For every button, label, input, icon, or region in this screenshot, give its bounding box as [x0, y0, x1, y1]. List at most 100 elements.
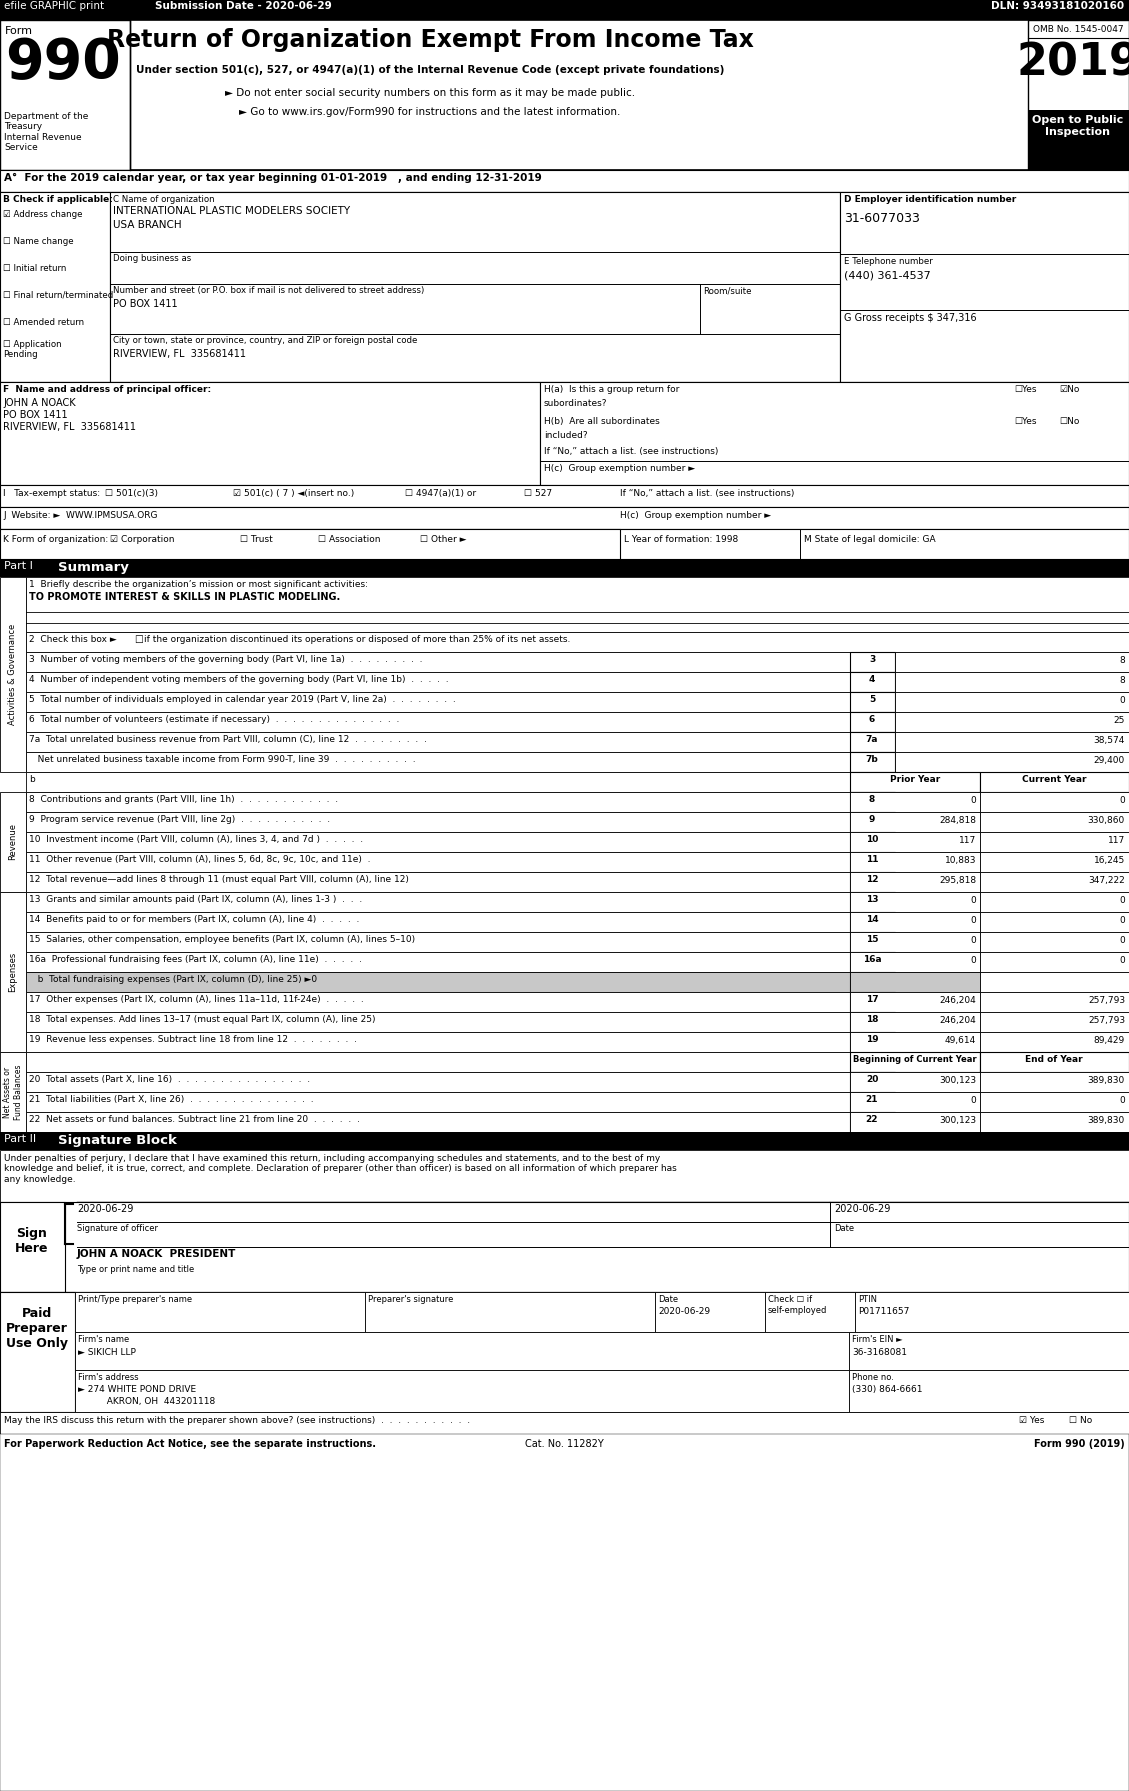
Bar [850, 872, 980, 892]
Text: L Year of formation: 1998: L Year of formation: 1998 [624, 536, 738, 544]
Bar [850, 752, 895, 772]
Text: 7b: 7b [866, 756, 878, 765]
Bar [850, 892, 980, 912]
Bar [0, 1202, 1129, 1291]
Text: 36-3168081: 36-3168081 [852, 1349, 907, 1358]
Bar [850, 733, 895, 752]
Text: 4: 4 [869, 675, 875, 684]
Text: ☑ Yes: ☑ Yes [1019, 1417, 1044, 1426]
Bar [850, 1112, 980, 1132]
Bar [0, 559, 1129, 577]
Text: Activities & Governance: Activities & Governance [9, 623, 18, 725]
Text: 0: 0 [970, 937, 975, 946]
Text: Prior Year: Prior Year [890, 776, 940, 784]
Bar [110, 192, 840, 381]
Text: G Gross receipts $ 347,316: G Gross receipts $ 347,316 [844, 313, 977, 322]
Bar [850, 1032, 895, 1051]
Text: 9  Program service revenue (Part VIII, line 2g)  .  .  .  .  .  .  .  .  .  .  .: 9 Program service revenue (Part VIII, li… [29, 815, 330, 824]
Text: ☐Yes: ☐Yes [1014, 417, 1036, 426]
Bar [855, 1291, 1129, 1333]
Text: Room/suite: Room/suite [703, 287, 752, 296]
Text: Signature Block: Signature Block [58, 1134, 177, 1146]
Bar [850, 811, 895, 833]
Bar [26, 912, 850, 931]
Text: 0: 0 [1119, 697, 1124, 706]
Text: PO BOX 1411: PO BOX 1411 [3, 410, 68, 421]
Text: 21: 21 [866, 1094, 878, 1103]
Text: ☐ 527: ☐ 527 [524, 489, 552, 498]
Bar [26, 953, 850, 973]
Bar [980, 1093, 1129, 1112]
Bar [980, 872, 1129, 892]
Bar [26, 752, 850, 772]
Bar [765, 1291, 855, 1333]
Text: Form 990 (2019): Form 990 (2019) [1034, 1438, 1124, 1449]
Text: 0: 0 [1119, 896, 1124, 904]
Text: 10: 10 [866, 835, 878, 844]
Bar [850, 853, 895, 872]
Text: DLN: 93493181020160: DLN: 93493181020160 [991, 2, 1124, 11]
Text: ☐ Initial return: ☐ Initial return [3, 263, 67, 272]
Text: TO PROMOTE INTEREST & SKILLS IN PLASTIC MODELING.: TO PROMOTE INTEREST & SKILLS IN PLASTIC … [29, 593, 340, 602]
Bar [895, 672, 1129, 691]
Bar [980, 1073, 1129, 1093]
Text: For Paperwork Reduction Act Notice, see the separate instructions.: For Paperwork Reduction Act Notice, see … [5, 1438, 376, 1449]
Bar [26, 892, 850, 912]
Bar [0, 1435, 1129, 1791]
Text: Current Year: Current Year [1022, 776, 1086, 784]
Text: 12  Total revenue—add lines 8 through 11 (must equal Part VIII, column (A), line: 12 Total revenue—add lines 8 through 11 … [29, 876, 409, 885]
Text: 10  Investment income (Part VIII, column (A), lines 3, 4, and 7d )  .  .  .  .  : 10 Investment income (Part VIII, column … [29, 835, 364, 844]
Bar [980, 892, 1129, 912]
Text: If “No,” attach a list. (see instructions): If “No,” attach a list. (see instruction… [544, 448, 718, 457]
Bar [26, 853, 850, 872]
Text: 6  Total number of volunteers (estimate if necessary)  .  .  .  .  .  .  .  .  .: 6 Total number of volunteers (estimate i… [29, 715, 400, 724]
Text: Form: Form [5, 27, 33, 36]
Bar [0, 0, 1129, 20]
Bar [850, 931, 895, 953]
Text: 31-6077033: 31-6077033 [844, 211, 920, 226]
Text: ☐: ☐ [134, 636, 142, 645]
Text: Print/Type preparer's name: Print/Type preparer's name [78, 1295, 192, 1304]
Text: 8: 8 [869, 795, 875, 804]
Text: 4  Number of independent voting members of the governing body (Part VI, line 1b): 4 Number of independent voting members o… [29, 675, 448, 684]
Bar [850, 853, 980, 872]
Bar [850, 652, 895, 672]
Text: Submission Date - 2020-06-29: Submission Date - 2020-06-29 [155, 2, 332, 11]
Text: 19: 19 [866, 1035, 878, 1044]
Bar [980, 931, 1129, 953]
Bar [850, 973, 980, 992]
Text: 25: 25 [1113, 716, 1124, 725]
Text: If “No,” attach a list. (see instructions): If “No,” attach a list. (see instruction… [620, 489, 795, 498]
Bar [0, 577, 26, 772]
Text: 990: 990 [5, 36, 121, 90]
Text: 0: 0 [1119, 956, 1124, 965]
Text: b: b [29, 776, 35, 784]
Bar [26, 872, 850, 892]
Bar [850, 992, 980, 1012]
Text: 22  Net assets or fund balances. Subtract line 21 from line 20  .  .  .  .  .  .: 22 Net assets or fund balances. Subtract… [29, 1116, 360, 1125]
Text: B Check if applicable:: B Check if applicable: [3, 195, 113, 204]
Bar [980, 992, 1129, 1012]
Text: Cat. No. 11282Y: Cat. No. 11282Y [525, 1438, 603, 1449]
Text: 389,830: 389,830 [1087, 1116, 1124, 1125]
Text: ☐ Name change: ☐ Name change [3, 236, 73, 245]
Text: 17  Other expenses (Part IX, column (A), lines 11a–11d, 11f-24e)  .  .  .  .  .: 17 Other expenses (Part IX, column (A), … [29, 996, 364, 1005]
Bar [0, 192, 110, 381]
Bar [850, 973, 895, 992]
Bar [365, 1291, 655, 1333]
Bar [850, 792, 980, 811]
Text: Date: Date [658, 1295, 679, 1304]
Text: Type or print name and title: Type or print name and title [77, 1264, 194, 1273]
Text: 0: 0 [970, 1096, 975, 1105]
Bar [840, 192, 1129, 381]
Text: 2  Check this box ►: 2 Check this box ► [29, 636, 116, 645]
Text: 117: 117 [959, 836, 975, 845]
Text: 16,245: 16,245 [1094, 856, 1124, 865]
Text: 22: 22 [866, 1116, 878, 1125]
Bar [26, 1093, 850, 1112]
Bar [849, 1370, 1129, 1411]
Bar [26, 811, 850, 833]
Bar [26, 1112, 850, 1132]
Text: (330) 864-6661: (330) 864-6661 [852, 1384, 922, 1393]
Bar [850, 833, 980, 853]
